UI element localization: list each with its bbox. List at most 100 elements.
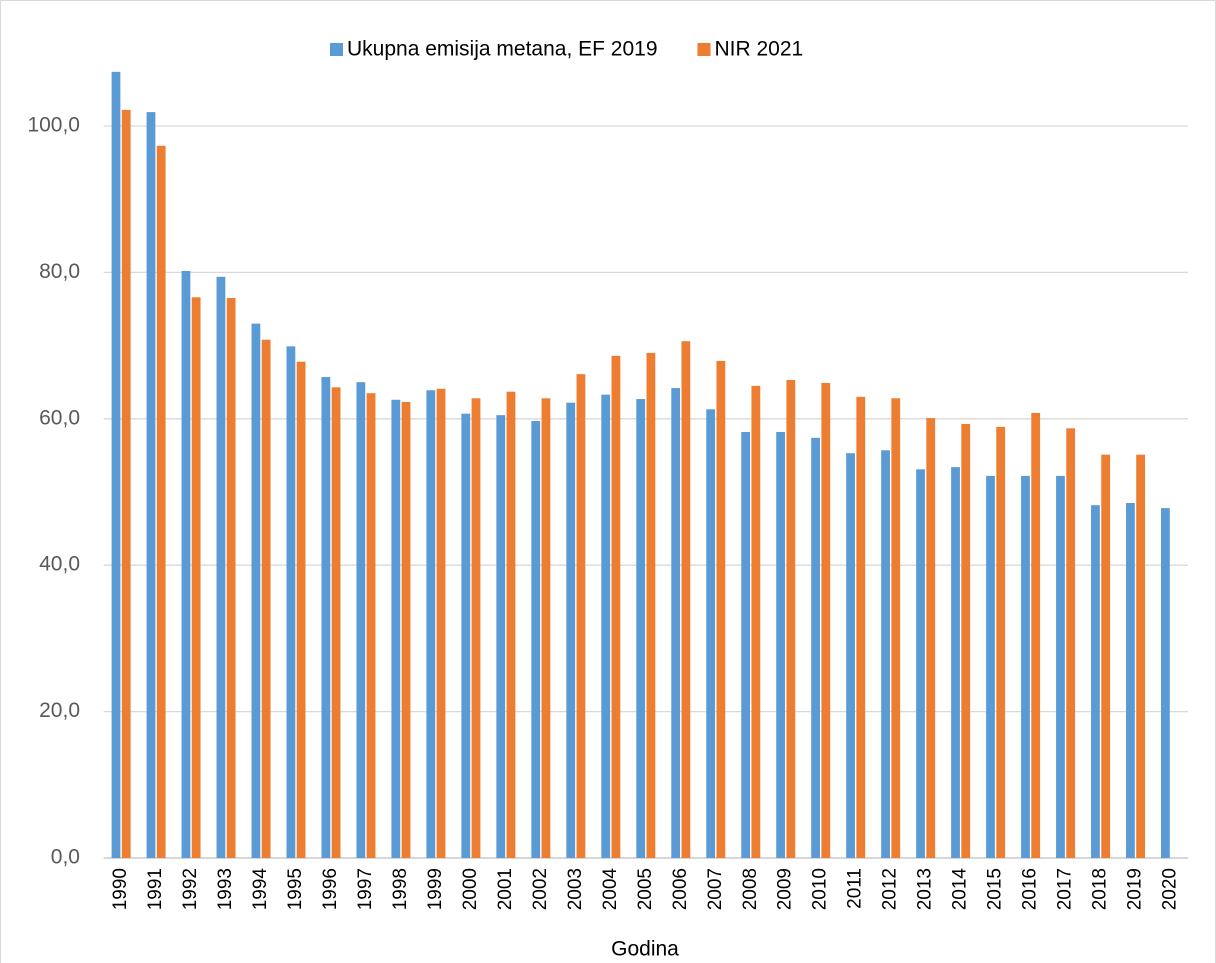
x-tick-label: 2016: [1020, 868, 1041, 910]
bar: [496, 415, 506, 858]
bar: [541, 398, 551, 858]
x-tick-label: 2002: [530, 868, 551, 910]
bar: [751, 385, 761, 858]
x-tick-label: 2006: [670, 868, 691, 910]
bar: [321, 377, 331, 858]
bar: [181, 270, 191, 858]
x-tick-label: 1993: [215, 868, 236, 910]
x-tick-label: 2010: [810, 868, 831, 910]
bar: [331, 387, 341, 858]
legend-label: NIR 2021: [715, 38, 804, 61]
x-tick-label: 2007: [705, 868, 726, 910]
bar: [821, 382, 831, 858]
bar: [121, 109, 131, 858]
bar: [296, 361, 306, 858]
x-tick-label: 1999: [425, 868, 446, 910]
bar: [846, 453, 855, 858]
y-tick-label: 60,0: [39, 406, 80, 429]
x-tick-label: 2014: [950, 868, 971, 911]
x-tick-label: 2003: [565, 868, 586, 910]
x-tick-label: 2004: [600, 868, 621, 911]
bar: [1136, 454, 1146, 858]
x-tick-label: 2018: [1090, 868, 1111, 910]
x-tick-label: 2013: [915, 868, 936, 910]
x-tick-label: 1994: [250, 868, 271, 911]
legend-label: Ukupna emisija metana, EF 2019: [347, 38, 658, 61]
bar: [706, 409, 716, 858]
bar: [366, 393, 376, 858]
bar: [576, 374, 586, 858]
x-tick-label: 2009: [775, 868, 796, 910]
x-tick-label: 2005: [635, 868, 656, 910]
bar: [716, 360, 726, 858]
bar: [356, 382, 366, 858]
bar: [426, 390, 436, 858]
bar: [1066, 428, 1076, 858]
x-tick-label: 2020: [1160, 868, 1181, 910]
x-axis-title: Godina: [611, 938, 679, 961]
bar: [471, 398, 481, 858]
bar: [111, 71, 121, 858]
bar: [646, 352, 656, 858]
bar: [391, 399, 401, 858]
bar: [776, 431, 786, 858]
bar: [1021, 475, 1030, 858]
bar: [786, 380, 796, 858]
y-tick-label: 40,0: [39, 553, 80, 576]
x-tick-label: 2017: [1055, 868, 1076, 910]
x-tick-label: 2015: [985, 868, 1006, 910]
y-tick-label: 0,0: [51, 846, 80, 869]
bar: [636, 399, 646, 858]
bar: [261, 339, 271, 858]
x-tick-label: 2001: [495, 868, 516, 910]
legend-swatch: [697, 43, 711, 56]
bar: [891, 398, 901, 858]
bar: [1101, 454, 1111, 858]
bar: [961, 423, 971, 858]
bar: [741, 431, 751, 858]
bar: [251, 323, 261, 858]
bar: [1126, 502, 1135, 858]
bar: [1091, 505, 1100, 858]
x-tick-label: 1990: [110, 868, 131, 910]
bar: [531, 420, 541, 858]
x-tick-label: 2012: [880, 868, 901, 910]
bar: [461, 413, 471, 858]
bar: [1056, 475, 1065, 858]
x-tick-label: 2008: [740, 868, 761, 910]
bar: [811, 437, 821, 858]
bar: [216, 276, 226, 858]
bar: [436, 388, 446, 858]
bar: [926, 418, 936, 858]
bar: [996, 426, 1006, 858]
bar: [986, 475, 995, 858]
bar: [681, 341, 691, 858]
x-tick-label: 1992: [180, 868, 201, 910]
x-tick-label: 2019: [1125, 868, 1146, 910]
x-tick-label: 1995: [285, 868, 306, 910]
legend-swatch: [330, 43, 343, 56]
bar: [601, 394, 611, 858]
x-tick-label: 1991: [145, 868, 166, 910]
bar: [881, 450, 890, 858]
x-tick-label: 2000: [460, 868, 481, 910]
x-tick-label: 1996: [320, 868, 341, 910]
bar: [156, 145, 166, 858]
y-tick-label: 100,0: [27, 114, 80, 137]
x-tick-label: 2011: [845, 868, 866, 909]
bar: [916, 469, 925, 858]
x-tick-label: 1998: [390, 868, 411, 910]
bar: [191, 297, 201, 859]
bar: [611, 355, 621, 858]
bar: [401, 401, 411, 858]
bar: [856, 396, 866, 858]
bar: [506, 391, 516, 858]
y-tick-label: 20,0: [39, 699, 80, 722]
bar: [951, 467, 960, 858]
bar: [286, 346, 296, 858]
y-tick-label: 80,0: [39, 260, 80, 283]
x-tick-label: 1997: [355, 868, 376, 910]
bar: [226, 298, 236, 858]
bar: [1161, 508, 1170, 858]
